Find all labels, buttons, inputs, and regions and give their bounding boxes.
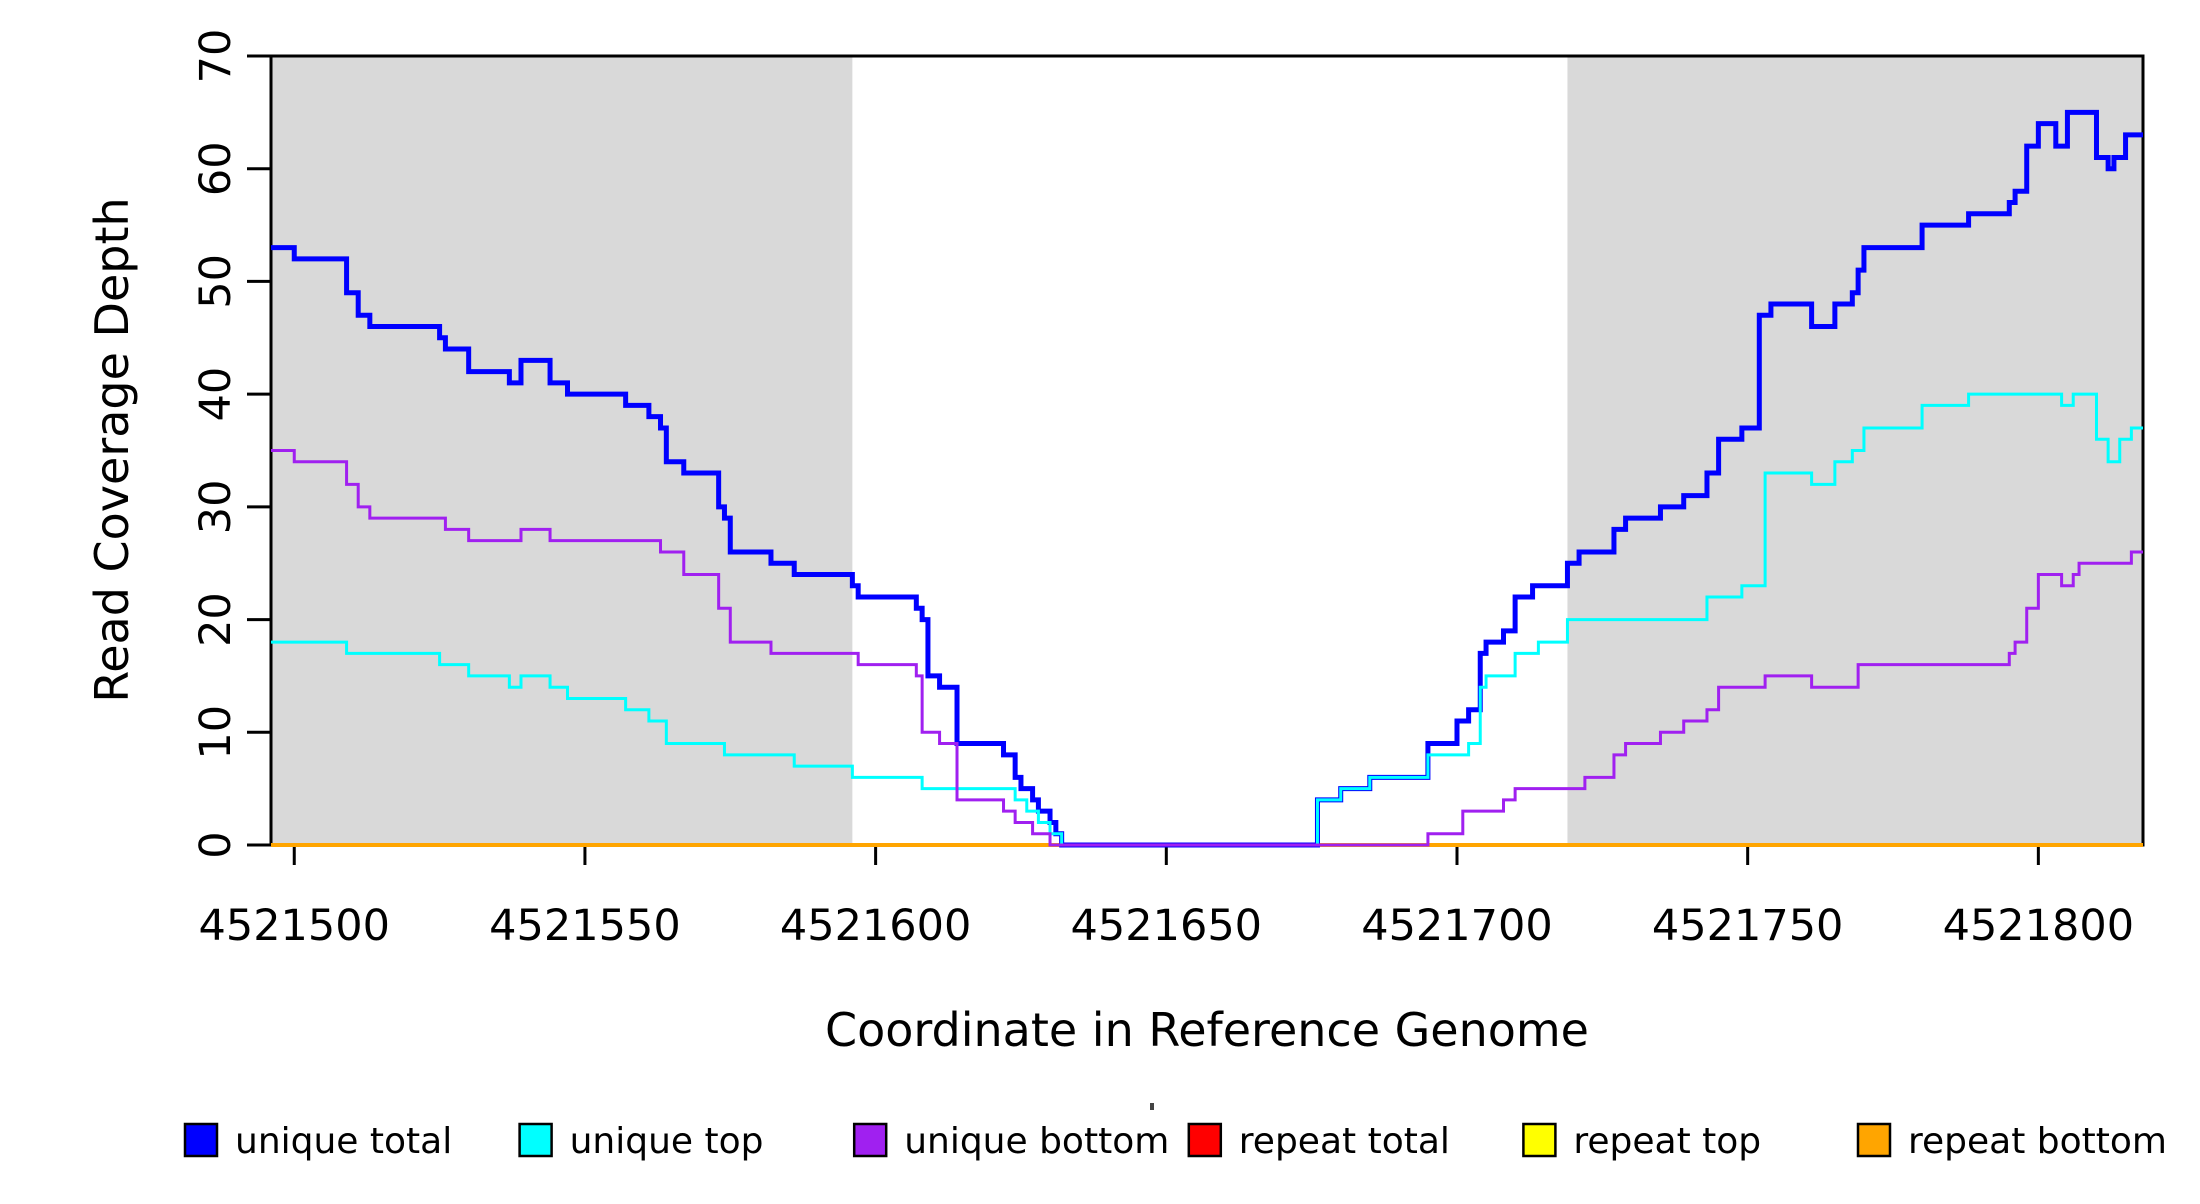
x-tick-label: 4521750 <box>1652 901 1844 951</box>
y-tick-label: 50 <box>191 254 241 309</box>
y-tick-label: 30 <box>191 479 241 534</box>
legend-swatch-repeat-top <box>1522 1122 1557 1158</box>
legend-swatch-repeat-total <box>1187 1122 1223 1158</box>
y-tick-label: 0 <box>191 831 241 858</box>
y-tick-label: 20 <box>191 592 241 647</box>
legend-label-repeat-top: repeat top <box>1573 1121 1761 1162</box>
legend-swatch-unique-total <box>183 1122 219 1158</box>
shaded-region <box>271 56 853 845</box>
legend: unique total unique top unique bottom repea… <box>183 1103 2167 1162</box>
legend-label-repeat-bottom: repeat bottom <box>1908 1121 2167 1162</box>
y-tick-label: 40 <box>191 367 241 422</box>
legend-label-unique-total: unique total <box>235 1121 452 1162</box>
x-tick-label: 4521800 <box>1943 901 2135 951</box>
series-lines <box>271 109 2143 848</box>
legend-label-unique-top: unique top <box>570 1121 764 1162</box>
series-unique-top <box>271 392 2143 847</box>
stray-mark <box>1150 1103 1154 1110</box>
legend-label-unique-bottom: unique bottom <box>904 1121 1169 1162</box>
x-axis-title: Coordinate in Reference Genome <box>825 1003 1589 1057</box>
y-tick-label: 10 <box>191 705 241 760</box>
legend-swatch-unique-top <box>518 1122 553 1158</box>
x-tick-label: 4521550 <box>489 901 681 951</box>
x-tick-label: 4521500 <box>198 901 390 951</box>
legend-swatch-unique-bottom <box>852 1122 888 1158</box>
x-tick-label: 4521650 <box>1071 901 1263 951</box>
series-unique-bottom <box>271 449 2143 847</box>
y-tick-label: 70 <box>191 29 241 84</box>
y-tick-label: 60 <box>191 141 241 196</box>
y-axis-title: Read Coverage Depth <box>85 197 139 702</box>
legend-swatch-repeat-bottom <box>1856 1122 1892 1158</box>
y-axis: 0 10 20 30 40 50 60 70 <box>191 29 271 859</box>
legend-label-repeat-total: repeat total <box>1239 1121 1450 1162</box>
x-tick-label: 4521700 <box>1361 901 1553 951</box>
x-tick-label: 4521600 <box>780 901 972 951</box>
x-axis: 4521500 4521550 4521600 4521650 4521700 45217… <box>198 845 2134 951</box>
